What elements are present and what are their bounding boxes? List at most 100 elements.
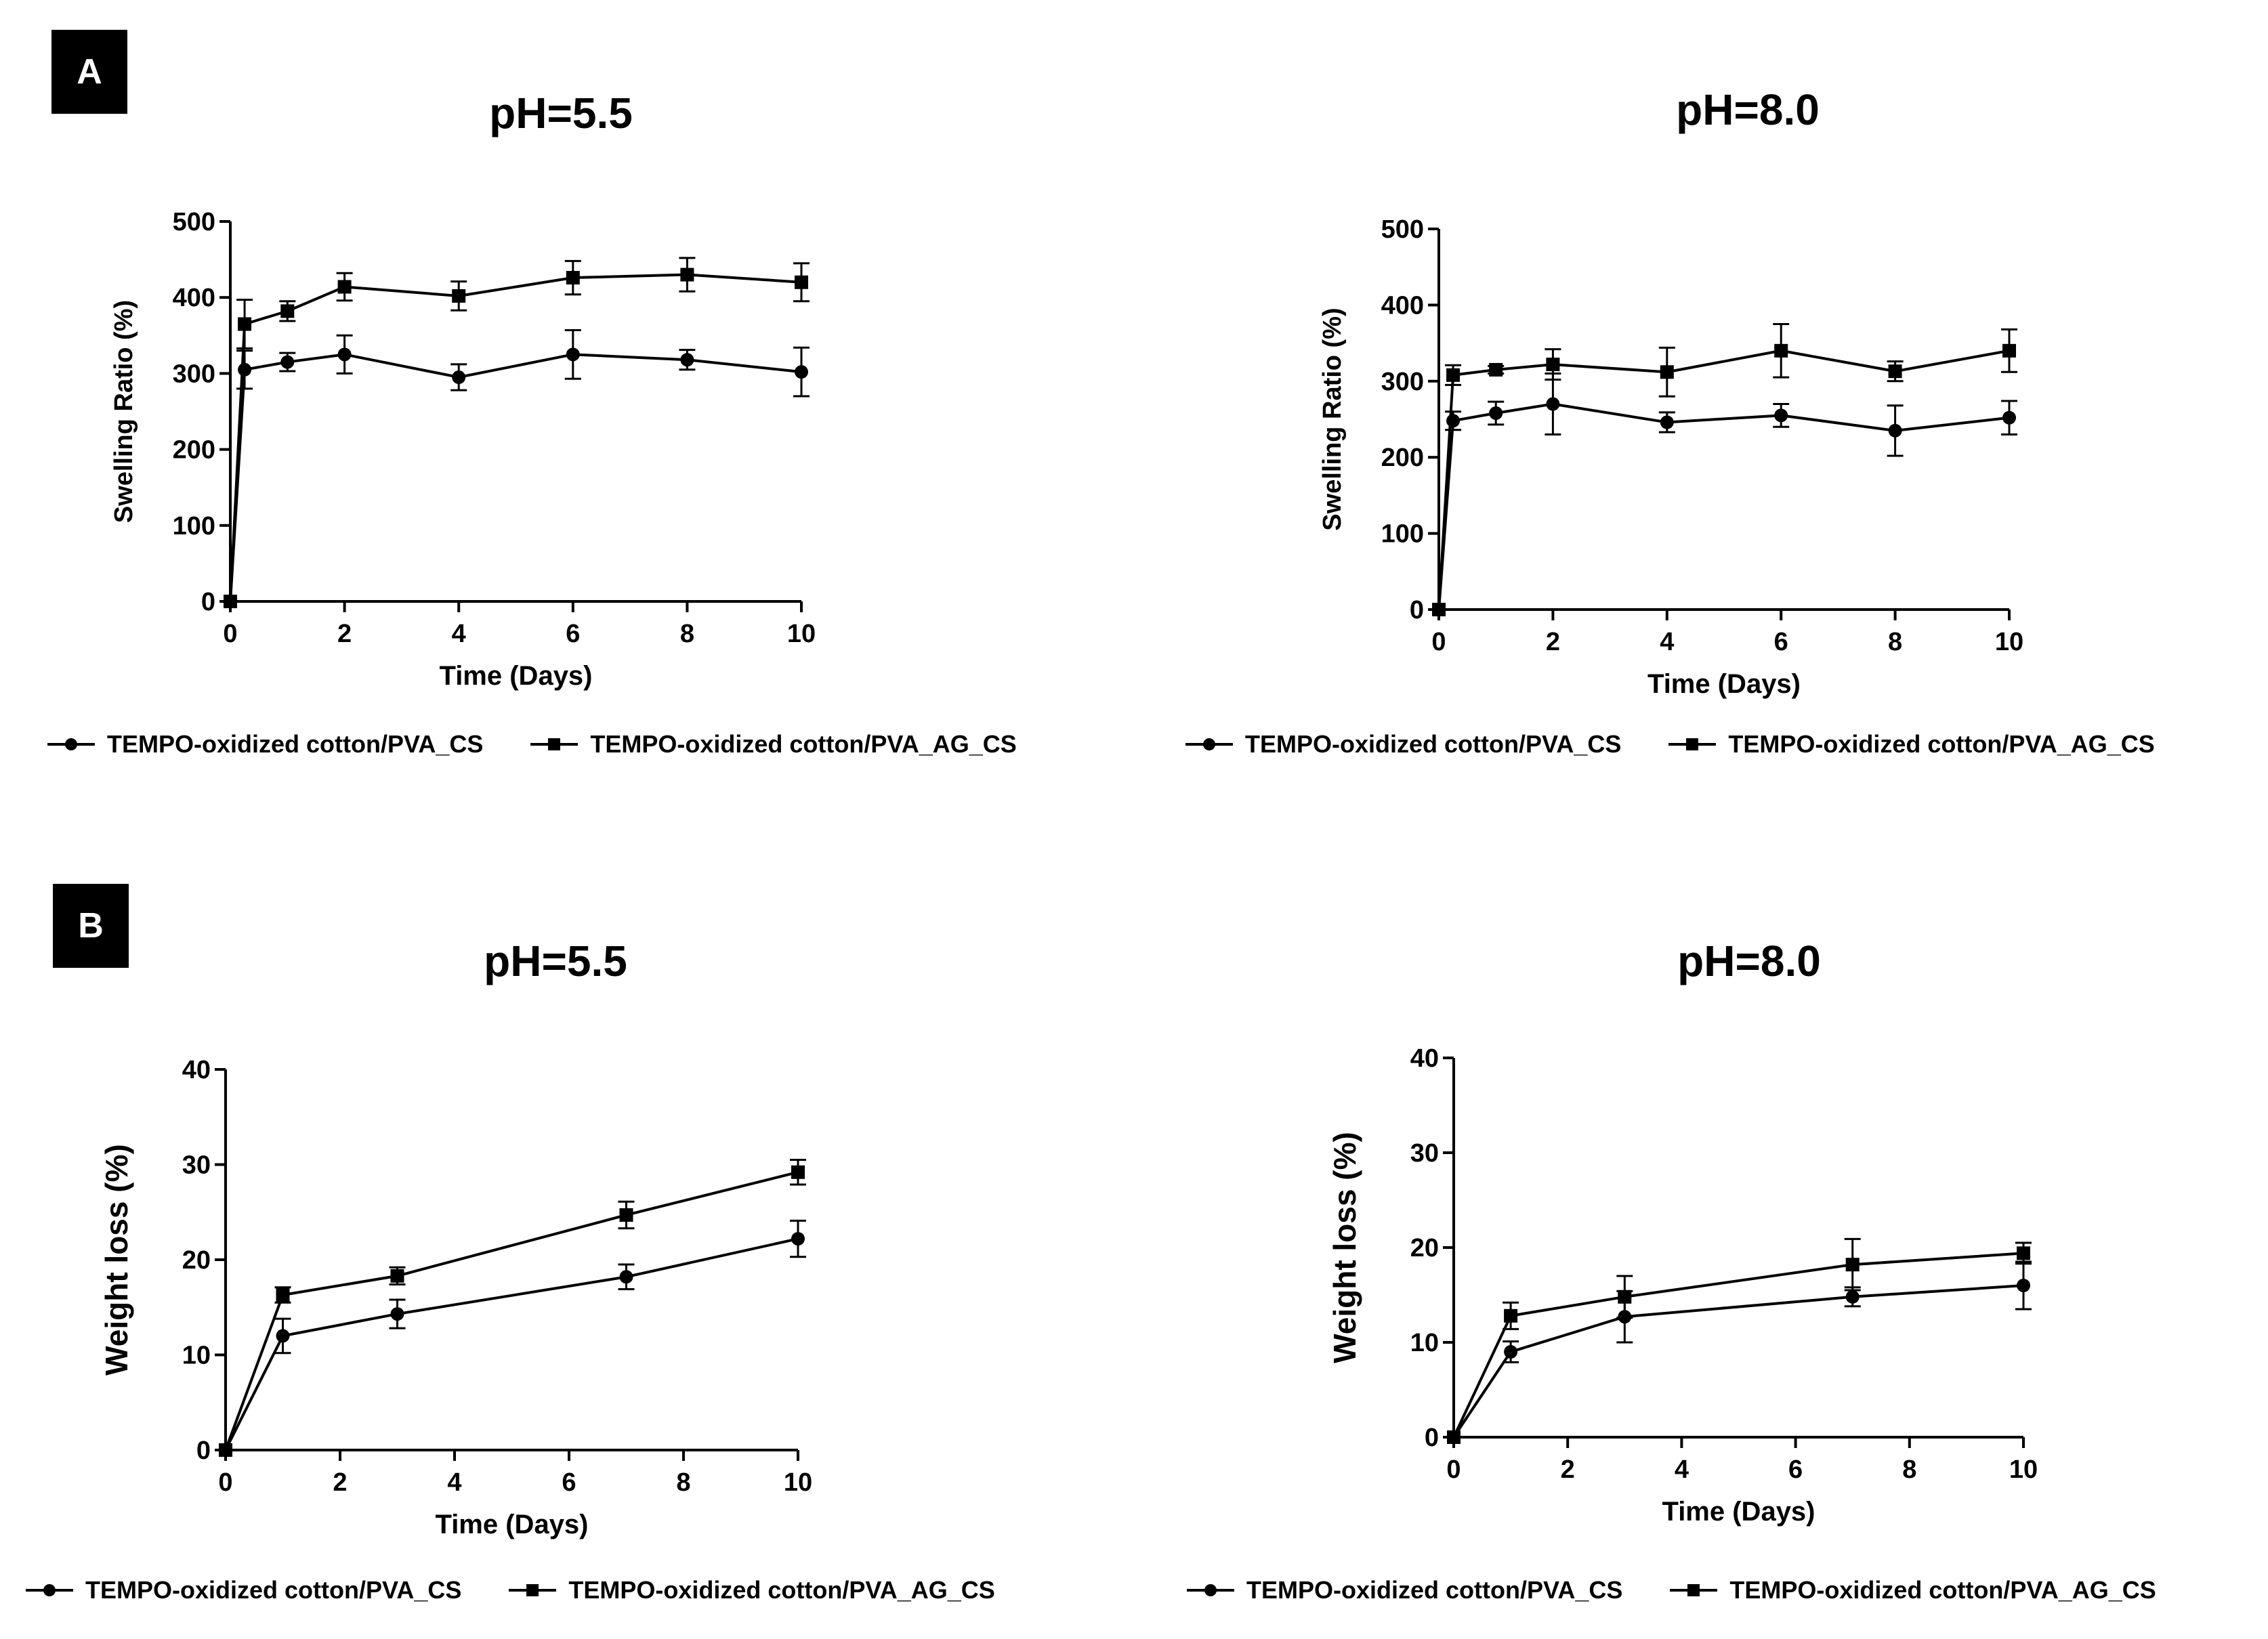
B-left-x-tick-label: 10 — [784, 1468, 812, 1497]
A-right-series-1-point — [1660, 415, 1674, 429]
circle-marker-icon — [47, 738, 95, 750]
B-right-series-1-point — [1504, 1345, 1518, 1359]
legend-b-right: TEMPO-oxidized cotton/PVA_CS TEMPO-oxidi… — [1187, 1576, 2156, 1604]
A-left-series-1-point — [452, 370, 466, 385]
A-left-series-1-line — [229, 353, 802, 602]
B-left-x-tick-label: 0 — [218, 1468, 232, 1497]
chart-title-a-right: pH=8.0 — [1676, 85, 1820, 134]
B-left-series-2-point — [791, 1165, 805, 1179]
B-left-series-1-point — [791, 1232, 805, 1246]
A-left-x-tick-label: 10 — [787, 620, 816, 648]
legend-item-series1: TEMPO-oxidized cotton/PVA_CS — [47, 730, 483, 759]
A-left-y-tick-label: 200 — [173, 436, 215, 465]
B-left-series-2-point — [619, 1208, 633, 1222]
A-right-x-tick-label: 0 — [1431, 628, 1446, 656]
legend-label-series1: TEMPO-oxidized cotton/PVA_CS — [107, 730, 484, 758]
B-left-series-2-point — [390, 1269, 404, 1283]
panel-label-b: B — [53, 884, 129, 968]
A-right-x-tick-label: 4 — [1660, 628, 1674, 656]
B-left-series-2-point — [276, 1287, 290, 1302]
A-left-series-1-point — [238, 362, 252, 377]
A-right-series-2-point — [1446, 368, 1461, 382]
B-left-y-tick-label: 30 — [182, 1151, 211, 1180]
B-right-x-tick-label: 8 — [1902, 1455, 1916, 1484]
circle-marker-icon — [26, 1584, 73, 1596]
B-left-x-axis-label: Time (Days) — [435, 1510, 588, 1539]
A-right-series-2-point — [1660, 365, 1674, 379]
A-right-series-1-line — [1437, 402, 2010, 610]
B-left-series-2-point — [219, 1443, 232, 1457]
B-right-series-2-point — [1618, 1290, 1632, 1304]
B-right-series-2-line — [1452, 1252, 2024, 1438]
B-right-series-1-line — [1452, 1284, 2024, 1439]
B-left-series-1-point — [390, 1307, 404, 1321]
A-left-series-1-point — [280, 355, 295, 369]
A-left-series-1-point — [566, 347, 580, 362]
A-right-series-2-point — [2002, 343, 2016, 358]
B-right-series-1-point — [2017, 1279, 2030, 1292]
panel-label-a: A — [51, 30, 127, 114]
A-left-x-tick-label: 4 — [452, 620, 466, 648]
A-right-series-2-point — [1546, 358, 1560, 372]
A-right-x-axis-label: Time (Days) — [1647, 669, 1801, 699]
A-left-y-tick-label: 500 — [173, 208, 215, 236]
A-right-series-2-line — [1437, 349, 2010, 610]
A-right-series-1-point — [1489, 406, 1503, 421]
A-right-x-tick-label: 6 — [1774, 628, 1788, 656]
legend-item-series1: TEMPO-oxidized cotton/PVA_CS — [26, 1576, 461, 1604]
legend-a-left: TEMPO-oxidized cotton/PVA_CS TEMPO-oxidi… — [47, 730, 1064, 759]
A-right-y-tick-label: 200 — [1381, 444, 1424, 472]
A-left-x-tick-label: 6 — [566, 620, 580, 648]
B-left-y-tick-label: 10 — [182, 1342, 211, 1370]
B-right-y-tick-label: 10 — [1410, 1329, 1439, 1357]
A-left-series-2-point — [680, 268, 694, 282]
A-left-series-2-point — [280, 304, 295, 318]
A-right-series-1-point — [1888, 423, 1902, 438]
A-left-y-tick-label: 100 — [173, 512, 215, 540]
B-right-y-tick-label: 20 — [1410, 1234, 1439, 1262]
A-left-x-tick-label: 2 — [337, 620, 352, 648]
A-left-series-2-point — [795, 275, 808, 289]
legend-item-series1: TEMPO-oxidized cotton/PVA_CS — [1185, 730, 1621, 759]
A-right-y-tick-label: 0 — [1410, 596, 1424, 624]
chart-title-b-right: pH=8.0 — [1677, 937, 1821, 985]
B-right-series-2-point — [1447, 1430, 1461, 1444]
B-left-y-tick-label: 40 — [182, 1056, 211, 1084]
A-right-series-1-point — [1446, 414, 1461, 428]
B-left-y-axis-label: Weight loss (%) — [99, 1144, 134, 1376]
A-left-series-2-point — [337, 280, 352, 294]
B-right-x-axis-label: Time (Days) — [1662, 1497, 1815, 1527]
A-left-series-2-point — [238, 317, 252, 331]
A-left-series-1-point — [795, 365, 808, 379]
legend-item-series1: TEMPO-oxidized cotton/PVA_CS — [1187, 1576, 1622, 1604]
B-right-y-tick-label: 0 — [1425, 1424, 1439, 1452]
B-left-series-2-line — [224, 1170, 799, 1451]
legend-item-series2: TEMPO-oxidized cotton/PVA_AG_CS — [1668, 730, 2155, 759]
A-right-series-2-point — [1774, 343, 1788, 358]
A-right-y-axis-label: Swelling Ratio (%) — [1318, 307, 1347, 530]
legend-a-right: TEMPO-oxidized cotton/PVA_CS TEMPO-oxidi… — [1185, 730, 2155, 759]
square-marker-icon — [530, 738, 579, 750]
A-left-y-axis-label: Swelling Ratio (%) — [110, 300, 138, 523]
legend-label-series1: TEMPO-oxidized cotton/PVA_CS — [1245, 730, 1622, 758]
B-right-x-tick-label: 10 — [2009, 1455, 2038, 1484]
B-left-y-tick-label: 20 — [182, 1246, 211, 1275]
B-left-x-tick-label: 2 — [333, 1468, 347, 1497]
legend-label-series2: TEMPO-oxidized cotton/PVA_AG_CS — [1729, 1576, 2156, 1604]
A-left-series-1-point — [337, 347, 352, 362]
legend-label-series1: TEMPO-oxidized cotton/PVA_CS — [85, 1576, 462, 1604]
A-left-x-axis-label: Time (Days) — [439, 661, 592, 691]
legend-label-series2: TEMPO-oxidized cotton/PVA_AG_CS — [568, 1576, 995, 1604]
B-right-series-2-point — [1504, 1308, 1518, 1323]
B-right-x-tick-label: 0 — [1446, 1455, 1461, 1484]
B-right-y-tick-label: 40 — [1410, 1044, 1439, 1073]
B-left-y-tick-label: 0 — [196, 1436, 211, 1465]
B-right-x-tick-label: 2 — [1561, 1455, 1575, 1484]
A-left-series-2-point — [566, 271, 580, 285]
A-right-series-2-point — [1888, 364, 1902, 379]
circle-marker-icon — [1185, 738, 1233, 750]
A-left-x-tick-label: 8 — [680, 620, 694, 648]
B-left-x-tick-label: 8 — [676, 1468, 690, 1497]
A-left-x-tick-label: 0 — [223, 620, 237, 648]
